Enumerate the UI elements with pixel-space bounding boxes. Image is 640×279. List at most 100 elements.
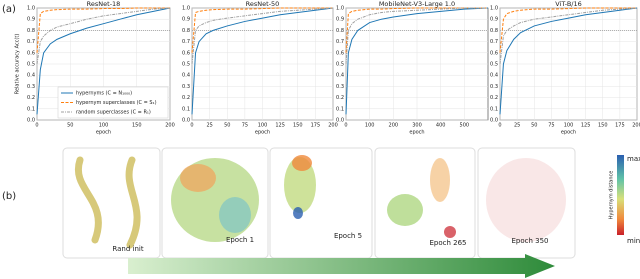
y-tick-label: 0.7 bbox=[182, 39, 190, 45]
y-tick-label: 0.5 bbox=[490, 62, 498, 68]
snapshot-label: Epoch 5 bbox=[334, 232, 362, 240]
series-line bbox=[345, 7, 489, 115]
snapshot-blob bbox=[486, 158, 566, 242]
y-tick-label: 0.7 bbox=[336, 39, 344, 45]
y-tick-label: 0.0 bbox=[490, 118, 498, 124]
x-tick-label: 300 bbox=[412, 123, 422, 129]
y-tick-label: 1.0 bbox=[182, 6, 190, 12]
snapshot-label: Epoch 350 bbox=[511, 237, 548, 245]
panel-label: (b) bbox=[2, 191, 16, 202]
colorbar-title: Hypernym distance bbox=[609, 171, 615, 220]
x-tick-label: 100 bbox=[564, 123, 574, 129]
snapshot-blob bbox=[430, 158, 450, 202]
y-tick-label: 0.2 bbox=[182, 95, 190, 101]
y-tick-label: 0.6 bbox=[182, 50, 190, 56]
x-tick-label: 150 bbox=[293, 123, 303, 129]
series-line bbox=[345, 7, 488, 53]
x-tick-label: 200 bbox=[328, 123, 338, 129]
y-tick-label: 1.0 bbox=[336, 6, 344, 12]
x-tick-label: 175 bbox=[311, 123, 321, 129]
snapshot-frame bbox=[269, 147, 373, 259]
x-tick-label: 25 bbox=[514, 123, 520, 129]
x-tick-label: 50 bbox=[224, 123, 230, 129]
y-tick-label: 0.4 bbox=[336, 73, 344, 79]
x-axis-label: epoch bbox=[255, 130, 270, 136]
x-tick-label: 0 bbox=[344, 123, 347, 129]
y-tick-label: 0.8 bbox=[336, 28, 344, 34]
series-line bbox=[499, 7, 637, 53]
snapshot-blob bbox=[293, 207, 303, 219]
y-tick-label: 0.1 bbox=[336, 106, 344, 112]
x-tick-label: 150 bbox=[132, 123, 142, 129]
y-tick-label: 0.9 bbox=[490, 17, 498, 23]
series-line bbox=[345, 7, 488, 65]
y-tick-label: 0.5 bbox=[27, 62, 35, 68]
series-line bbox=[499, 7, 638, 65]
y-tick-label: 0.2 bbox=[490, 95, 498, 101]
y-tick-label: 0.7 bbox=[490, 39, 498, 45]
series-line bbox=[36, 7, 171, 115]
y-tick-label: 0.1 bbox=[490, 106, 498, 112]
x-tick-label: 0 bbox=[498, 123, 501, 129]
y-tick-label: 0.3 bbox=[336, 84, 344, 90]
colorbar bbox=[617, 155, 624, 235]
y-tick-label: 0.8 bbox=[490, 28, 498, 34]
legend-label: hypernyms (C = N₁₀₀₀) bbox=[76, 91, 132, 97]
x-tick-label: 100 bbox=[365, 123, 375, 129]
y-tick-label: 1.0 bbox=[27, 6, 35, 12]
y-tick-label: 0.4 bbox=[27, 73, 35, 79]
snapshot-blob bbox=[74, 156, 141, 249]
y-tick-label: 0.0 bbox=[27, 118, 35, 124]
series-line bbox=[499, 7, 638, 115]
x-tick-label: 100 bbox=[99, 123, 109, 129]
snapshot-label: Rand init bbox=[112, 245, 143, 253]
y-tick-label: 0.2 bbox=[27, 95, 35, 101]
x-axis-label: epoch bbox=[409, 130, 424, 136]
x-tick-label: 125 bbox=[275, 123, 285, 129]
snapshot-label: Epoch 265 bbox=[429, 239, 466, 247]
y-tick-label: 0.6 bbox=[336, 50, 344, 56]
series-line bbox=[36, 7, 171, 65]
series-line bbox=[191, 7, 334, 115]
snapshots: Rand init Epoch 1 Epoch 5 Epoch 265 Epoc… bbox=[62, 147, 576, 259]
y-tick-label: 0.4 bbox=[490, 73, 498, 79]
x-tick-label: 100 bbox=[258, 123, 268, 129]
y-tick-label: 0.3 bbox=[27, 84, 35, 90]
y-tick-label: 0.8 bbox=[27, 28, 35, 34]
x-tick-label: 400 bbox=[436, 123, 446, 129]
y-tick-label: 0.5 bbox=[336, 62, 344, 68]
legend-box bbox=[57, 86, 169, 119]
y-tick-label: 0.9 bbox=[182, 17, 190, 23]
y-tick-label: 0.6 bbox=[490, 50, 498, 56]
x-tick-label: 50 bbox=[531, 123, 537, 129]
y-tick-label: 0.9 bbox=[336, 17, 344, 23]
y-tick-label: 0.7 bbox=[27, 39, 35, 45]
series-line bbox=[191, 7, 334, 65]
series-line bbox=[191, 7, 333, 53]
y-tick-label: 0.0 bbox=[336, 118, 344, 124]
x-tick-label: 75 bbox=[548, 123, 554, 129]
snapshot-blob bbox=[180, 164, 216, 192]
x-tick-label: 500 bbox=[460, 123, 470, 129]
x-tick-label: 0 bbox=[35, 123, 38, 129]
x-axis-label: epoch bbox=[96, 130, 111, 136]
panel-label: (a) bbox=[2, 4, 16, 15]
y-tick-label: 1.0 bbox=[490, 6, 498, 12]
y-tick-label: 0.4 bbox=[182, 73, 190, 79]
y-tick-label: 0.0 bbox=[182, 118, 190, 124]
snapshot-blob bbox=[284, 157, 316, 213]
snapshot-blob bbox=[387, 194, 423, 226]
x-tick-label: 175 bbox=[615, 123, 625, 129]
x-tick-label: 150 bbox=[598, 123, 608, 129]
y-axis-label: Relative accuracy Acc(t) bbox=[15, 34, 21, 95]
colorbar-max: max bbox=[627, 155, 640, 163]
y-tick-label: 0.6 bbox=[27, 50, 35, 56]
y-tick-label: 0.1 bbox=[27, 106, 35, 112]
legend-label: random superclasses (C = R₁) bbox=[76, 110, 151, 116]
progress-arrow bbox=[128, 254, 555, 278]
colorbar-min: min bbox=[627, 237, 640, 245]
chart-title: ViT-B/16 bbox=[555, 0, 582, 8]
x-tick-label: 200 bbox=[389, 123, 399, 129]
legend-label: hypernym superclasses (C = S₁) bbox=[76, 100, 157, 106]
